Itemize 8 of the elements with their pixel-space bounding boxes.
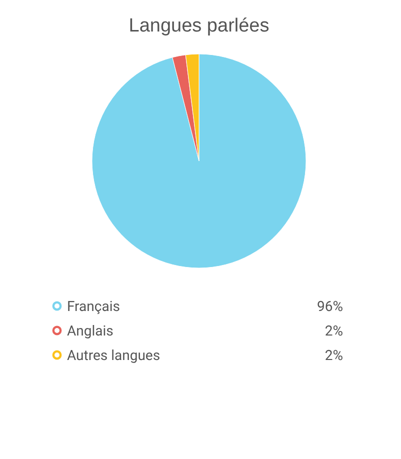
legend-label: Autres langues [67, 348, 160, 364]
pie-slice [92, 54, 306, 268]
data-label: 2% [324, 348, 343, 364]
legend-label: Français [67, 298, 120, 315]
data-label: 96% [317, 298, 343, 315]
chart-title: Langues parlées [128, 16, 270, 37]
legend-label: Anglais [67, 323, 114, 340]
data-label: 2% [324, 323, 343, 340]
